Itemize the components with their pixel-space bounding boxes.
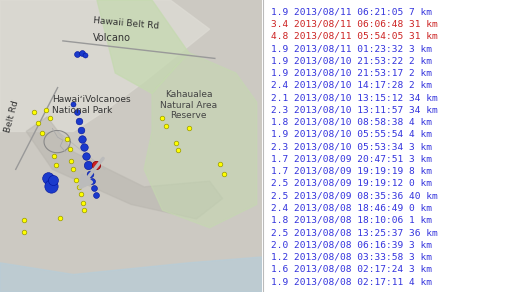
- Text: 1.9 2013/08/08 02:17:11 4 km: 1.9 2013/08/08 02:17:11 4 km: [271, 277, 432, 286]
- Polygon shape: [0, 257, 262, 292]
- Text: Hawaii Belt Rd: Hawaii Belt Rd: [93, 16, 159, 31]
- Text: Volcano: Volcano: [93, 33, 131, 43]
- Text: 2.4 2013/08/10 14:17:28 2 km: 2.4 2013/08/10 14:17:28 2 km: [271, 81, 432, 90]
- Text: 2.4 2013/08/08 18:46:49 0 km: 2.4 2013/08/08 18:46:49 0 km: [271, 204, 432, 213]
- Text: 1.9 2013/08/11 01:23:32 3 km: 1.9 2013/08/11 01:23:32 3 km: [271, 44, 432, 53]
- Text: 1.9 2013/08/11 06:21:05 7 km: 1.9 2013/08/11 06:21:05 7 km: [271, 7, 432, 16]
- Text: 2.3 2013/08/10 05:53:34 3 km: 2.3 2013/08/10 05:53:34 3 km: [271, 142, 432, 151]
- Text: 1.7 2013/08/09 20:47:51 3 km: 1.7 2013/08/09 20:47:51 3 km: [271, 154, 432, 164]
- Text: HawaiʻiVolcanoes
National Park: HawaiʻiVolcanoes National Park: [53, 95, 131, 115]
- Text: 1.7 2013/08/09 19:19:19 8 km: 1.7 2013/08/09 19:19:19 8 km: [271, 167, 432, 176]
- Text: Belt Rd: Belt Rd: [3, 100, 20, 134]
- Text: 1.8 2013/08/08 18:10:06 1 km: 1.8 2013/08/08 18:10:06 1 km: [271, 216, 432, 225]
- Polygon shape: [97, 0, 189, 93]
- Text: 2.5 2013/08/09 19:19:12 0 km: 2.5 2013/08/09 19:19:12 0 km: [271, 179, 432, 188]
- Polygon shape: [144, 53, 257, 228]
- Text: 4.8 2013/08/11 05:54:05 31 km: 4.8 2013/08/11 05:54:05 31 km: [271, 32, 438, 41]
- Text: 2.5 2013/08/08 13:25:37 36 km: 2.5 2013/08/08 13:25:37 36 km: [271, 228, 438, 237]
- Text: 2.1 2013/08/10 13:15:12 34 km: 2.1 2013/08/10 13:15:12 34 km: [271, 93, 438, 102]
- Text: 1.9 2013/08/10 21:53:22 2 km: 1.9 2013/08/10 21:53:22 2 km: [271, 56, 432, 65]
- Text: 1.6 2013/08/08 02:17:24 3 km: 1.6 2013/08/08 02:17:24 3 km: [271, 265, 432, 274]
- Text: 3.4 2013/08/11 06:06:48 31 km: 3.4 2013/08/11 06:06:48 31 km: [271, 20, 438, 29]
- Polygon shape: [0, 0, 210, 131]
- Text: 1.9 2013/08/10 05:55:54 4 km: 1.9 2013/08/10 05:55:54 4 km: [271, 130, 432, 139]
- Text: 1.9 2013/08/10 21:53:17 2 km: 1.9 2013/08/10 21:53:17 2 km: [271, 69, 432, 78]
- Text: 2.0 2013/08/08 06:16:39 3 km: 2.0 2013/08/08 06:16:39 3 km: [271, 240, 432, 249]
- Text: 2.5 2013/08/09 08:35:36 40 km: 2.5 2013/08/09 08:35:36 40 km: [271, 191, 438, 200]
- Text: 1.8 2013/08/10 08:58:38 4 km: 1.8 2013/08/10 08:58:38 4 km: [271, 118, 432, 127]
- Polygon shape: [26, 117, 223, 219]
- Text: 1.2 2013/08/08 03:33:58 3 km: 1.2 2013/08/08 03:33:58 3 km: [271, 253, 432, 262]
- Text: 2.3 2013/08/10 13:11:57 34 km: 2.3 2013/08/10 13:11:57 34 km: [271, 105, 438, 114]
- Text: Kahaualea
Natural Area
Reserve: Kahaualea Natural Area Reserve: [160, 90, 217, 120]
